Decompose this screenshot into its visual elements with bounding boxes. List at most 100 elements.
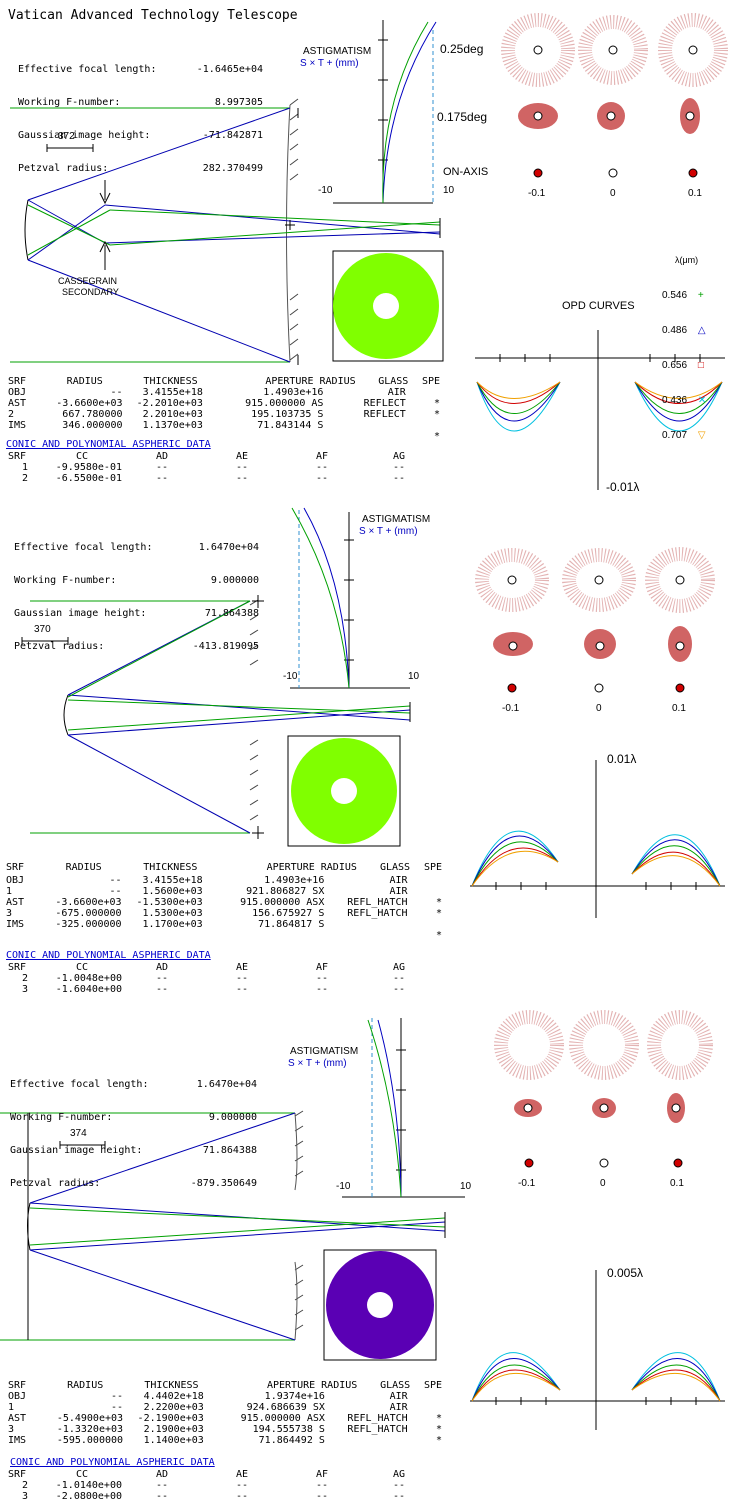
table-cell: * bbox=[433, 431, 440, 442]
table-cell: -- bbox=[392, 984, 406, 995]
header-cell: SRF bbox=[8, 1469, 27, 1480]
table-cell bbox=[408, 1391, 442, 1402]
table-cell: -- bbox=[235, 984, 249, 995]
opd-scale-1: -0.01λ bbox=[606, 480, 640, 494]
param-label: Gaussian image height: bbox=[14, 608, 147, 619]
param-label: Gaussian image height: bbox=[10, 1145, 143, 1156]
param-value: 8.997305 bbox=[214, 97, 263, 108]
param-label: Gaussian image height: bbox=[18, 130, 151, 141]
table-cell: -- bbox=[155, 973, 169, 984]
wavelength-label: 0.436 bbox=[662, 395, 688, 406]
field-label: 0.175deg bbox=[437, 110, 488, 124]
table-row: * bbox=[6, 930, 442, 941]
table-cell: AST bbox=[6, 897, 25, 908]
params-block-2: Effective focal length: 1.6470e+04 Workin… bbox=[14, 520, 259, 663]
table-cell: -- bbox=[315, 973, 329, 984]
conic-table-2: SRF CC AD AE AF AG 2 -1.0048e+00 -- -- -- -- 3 -1.604… bbox=[8, 962, 436, 995]
astig-title-3: ASTIGMATISM bbox=[290, 1046, 359, 1057]
axis-max-1: 10 bbox=[443, 185, 455, 196]
param-label: Working F-number: bbox=[14, 575, 117, 586]
wavelength-label: 0.707 bbox=[662, 430, 688, 441]
table-cell: 1.9374e+16 bbox=[264, 1391, 325, 1402]
surface-table-2: SRF RADIUS THICKNESS APERTURE RADIUS GLA… bbox=[6, 862, 442, 873]
header-cell: AE bbox=[235, 451, 249, 462]
table-row: OBJ -- 3.4155e+18 1.4903e+16 AIR bbox=[6, 875, 442, 886]
conic-title-2[interactable]: CONIC AND POLYNOMIAL ASPHERIC DATA bbox=[6, 950, 211, 961]
table-cell: 156.675927 S bbox=[252, 908, 325, 919]
header-cell: AE bbox=[235, 1469, 249, 1480]
table-cell: 1.4903e+16 bbox=[264, 875, 325, 886]
table-row: 2 -1.0048e+00 -- -- -- -- bbox=[8, 973, 436, 984]
layout-diagram-1 bbox=[10, 98, 441, 365]
table-cell: 3 bbox=[21, 984, 29, 995]
table-cell: OBJ bbox=[6, 875, 25, 886]
table-cell: 1 bbox=[8, 1402, 15, 1413]
astig-plot-3 bbox=[342, 1018, 465, 1198]
opd-plot-3 bbox=[470, 1270, 725, 1430]
wavelength-label: 0.546 bbox=[662, 290, 688, 301]
table-cell: -- bbox=[155, 1491, 169, 1502]
table-cell bbox=[408, 1402, 442, 1413]
table-cell: 2.1900e+03 bbox=[143, 1424, 204, 1435]
table-cell bbox=[406, 387, 440, 398]
table-cell bbox=[324, 930, 407, 941]
table-cell: -- bbox=[392, 1491, 406, 1502]
conic-title-1[interactable]: CONIC AND POLYNOMIAL ASPHERIC DATA bbox=[6, 439, 211, 450]
spot-label: 0.1 bbox=[688, 188, 702, 199]
header-cell: CC bbox=[75, 962, 89, 973]
table-cell: -- bbox=[315, 473, 329, 484]
table-cell bbox=[408, 875, 443, 886]
param-label: Working F-number: bbox=[10, 1112, 113, 1123]
table-cell: 3 bbox=[21, 1491, 29, 1502]
header-cell: SPE bbox=[423, 1380, 442, 1391]
table-cell: * bbox=[433, 398, 440, 409]
blue-triangle-icon: △ bbox=[697, 325, 706, 336]
table-cell: * bbox=[435, 1435, 442, 1446]
param-value: -413.819095 bbox=[192, 641, 259, 652]
header-cell: THICKNESS bbox=[144, 1380, 199, 1391]
table-cell: 1.1700e+03 bbox=[142, 919, 203, 930]
header-cell: AG bbox=[392, 1469, 406, 1480]
header-cell: SRF bbox=[8, 451, 27, 462]
astig-legend-3: S × T + (mm) bbox=[288, 1058, 347, 1069]
table-cell: 3.4155e+18 bbox=[142, 875, 203, 886]
table-cell: 346.000000 bbox=[62, 420, 123, 431]
header-cell: GLASS bbox=[380, 1380, 411, 1391]
table-cell: * bbox=[435, 930, 442, 941]
astig-plot-1 bbox=[333, 20, 437, 204]
table-row: 3 -2.0800e+00 -- -- -- -- bbox=[8, 1491, 436, 1502]
table-cell: -- bbox=[110, 387, 123, 398]
spots-1 bbox=[501, 13, 728, 178]
secondary-label-2: SECONDARY bbox=[62, 287, 119, 297]
table-cell: 4.4402e+18 bbox=[143, 1391, 204, 1402]
conic-header: SRF CC AD AE AF AG bbox=[8, 962, 436, 973]
surface-rows-3: OBJ -- 4.4402e+18 1.9374e+16 AIR 1 -- 2.2200e+0… bbox=[8, 1391, 442, 1446]
conic-title-3[interactable]: CONIC AND POLYNOMIAL ASPHERIC DATA bbox=[10, 1457, 215, 1468]
orange-triangle-icon: ▽ bbox=[697, 430, 706, 441]
opd-plot-1 bbox=[475, 330, 725, 490]
table-cell: 1.4903e+16 bbox=[263, 387, 324, 398]
spot-label: 0.1 bbox=[670, 1178, 684, 1189]
param-value: 71.864388 bbox=[204, 608, 259, 619]
table-cell bbox=[203, 431, 324, 442]
table-cell: 3 bbox=[6, 908, 13, 919]
header-cell: AF bbox=[315, 1469, 329, 1480]
table-cell: -3.6600e+03 bbox=[56, 398, 123, 409]
spot-label: 0 bbox=[600, 1178, 606, 1189]
table-cell: -675.000000 bbox=[55, 908, 122, 919]
table-cell: -- bbox=[109, 875, 122, 886]
table-cell: -325.000000 bbox=[55, 919, 122, 930]
table-row: AST -3.6600e+03 -1.5300e+03 915.000000 ASX R… bbox=[6, 897, 442, 908]
surface-table-1: SRF RADIUS THICKNESS APERTURE RADIUS GLA… bbox=[8, 376, 440, 387]
table-cell: 915.000000 AS bbox=[245, 398, 324, 409]
table-cell: 1 bbox=[21, 462, 29, 473]
wavelength-label: 0.656 bbox=[662, 360, 688, 371]
table-cell: -595.000000 bbox=[56, 1435, 124, 1446]
table-cell bbox=[6, 930, 40, 941]
wavelength-label: 0.486 bbox=[662, 325, 688, 336]
table-cell bbox=[324, 919, 407, 930]
table-row: 1 -- 1.5600e+03 921.806827 SX AIR bbox=[6, 886, 442, 897]
table-cell: AIR bbox=[389, 1402, 408, 1413]
table-cell: -- bbox=[392, 473, 406, 484]
header-cell: CC bbox=[75, 451, 89, 462]
